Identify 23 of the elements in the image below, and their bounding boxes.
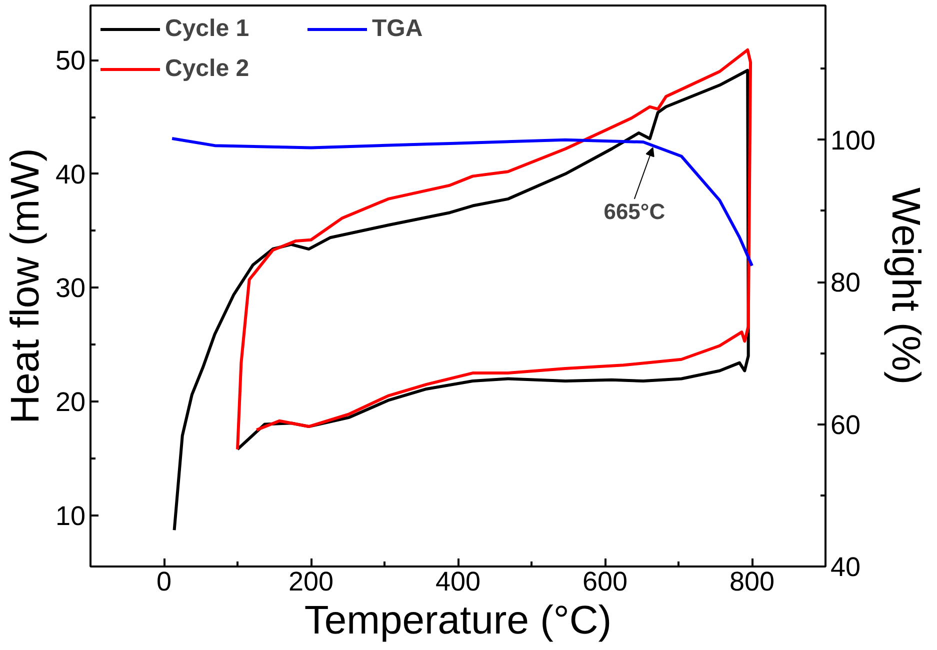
y-tick-label: 20 [55,387,86,417]
y2-tick-label: 80 [830,268,861,298]
annotation: 665°C [604,198,666,224]
line-series [170,136,754,268]
y-tick-label: 10 [55,500,86,531]
y-axis-title: Heat flow (mW) [3,148,48,424]
y2-axis-title: Weight (%) [884,187,928,385]
line-series [236,48,752,451]
y2-tick-label: 100 [830,125,876,156]
y2-tick-label: 40 [830,552,861,582]
x-tick-label: 200 [288,566,334,596]
y-tick-label: 50 [55,46,86,76]
y-tick-label: 30 [55,273,86,304]
legend-label: Cycle 2 [165,55,250,83]
y2-tick-label: 60 [830,410,861,440]
x-tick-label: 0 [156,566,172,596]
x-axis-title: Temperature (°C) [304,598,612,642]
y-tick-label: 40 [55,159,86,190]
legend-label: Cycle 1 [165,15,250,43]
x-tick-label: 600 [582,566,628,596]
legend-label: TGA [372,15,424,43]
x-tick-label: 400 [435,566,481,596]
x-tick-label: 800 [729,566,775,596]
